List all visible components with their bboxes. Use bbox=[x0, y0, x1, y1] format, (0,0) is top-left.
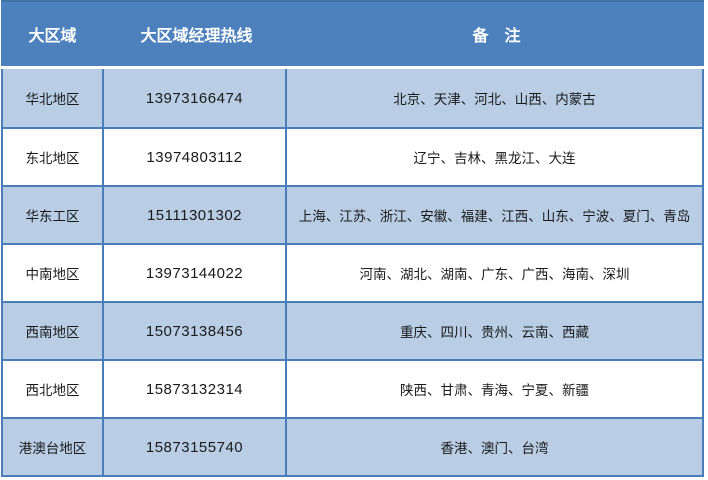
column-header-remark: 备 注 bbox=[472, 28, 521, 45]
table-body: 华北地区 13973166474 北京、天津、河北、山西、内蒙古 东北地区 13… bbox=[1, 69, 704, 477]
column-header-hotline: 大区域经理热线 bbox=[140, 28, 253, 45]
remark-cell: 香港、澳门、台湾 bbox=[440, 441, 549, 456]
table-row: 港澳台地区 15873155740 香港、澳门、台湾 bbox=[3, 417, 702, 475]
hotline-cell: 15073138456 bbox=[104, 303, 287, 359]
hotline-cell: 15873132314 bbox=[104, 361, 287, 417]
header-body-divider bbox=[1, 66, 704, 69]
table-row: 中南地区 13973144022 河南、湖北、湖南、广东、广西、海南、深圳 bbox=[3, 243, 702, 301]
table-row: 西南地区 15073138456 重庆、四川、贵州、云南、西藏 bbox=[3, 301, 702, 359]
region-cell: 中南地区 bbox=[3, 245, 104, 301]
hotline-cell: 13973166474 bbox=[104, 69, 287, 127]
remark-cell: 重庆、四川、贵州、云南、西藏 bbox=[400, 325, 589, 340]
region-cell: 华北地区 bbox=[3, 69, 104, 127]
column-header-region: 大区域 bbox=[28, 28, 77, 45]
table-row: 华北地区 13973166474 北京、天津、河北、山西、内蒙古 bbox=[3, 69, 702, 127]
table-row: 西北地区 15873132314 陕西、甘肃、青海、宁夏、新疆 bbox=[3, 359, 702, 417]
remark-cell: 河南、湖北、湖南、广东、广西、海南、深圳 bbox=[359, 267, 630, 282]
table-row: 东北地区 13974803112 辽宁、吉林、黑龙江、大连 bbox=[3, 127, 702, 185]
region-cell: 华东工区 bbox=[3, 187, 104, 243]
hotline-cell: 15873155740 bbox=[104, 419, 287, 475]
region-cell: 港澳台地区 bbox=[3, 419, 104, 475]
region-cell: 西北地区 bbox=[3, 361, 104, 417]
remark-cell: 辽宁、吉林、黑龙江、大连 bbox=[413, 151, 576, 166]
region-cell: 东北地区 bbox=[3, 129, 104, 185]
hotline-cell: 13973144022 bbox=[104, 245, 287, 301]
table-header-row: 大区域 大区域经理热线 备 注 bbox=[1, 0, 704, 66]
table-row: 华东工区 15111301302 上海、江苏、浙江、安徽、福建、江西、山东、宁波… bbox=[3, 185, 702, 243]
region-cell: 西南地区 bbox=[3, 303, 104, 359]
hotline-cell: 13974803112 bbox=[104, 129, 287, 185]
remark-cell: 北京、天津、河北、山西、内蒙古 bbox=[393, 92, 596, 107]
hotline-cell: 15111301302 bbox=[104, 187, 287, 243]
remark-cell: 陕西、甘肃、青海、宁夏、新疆 bbox=[400, 383, 589, 398]
remark-cell: 上海、江苏、浙江、安徽、福建、江西、山东、宁波、夏门、青岛 bbox=[298, 209, 691, 224]
